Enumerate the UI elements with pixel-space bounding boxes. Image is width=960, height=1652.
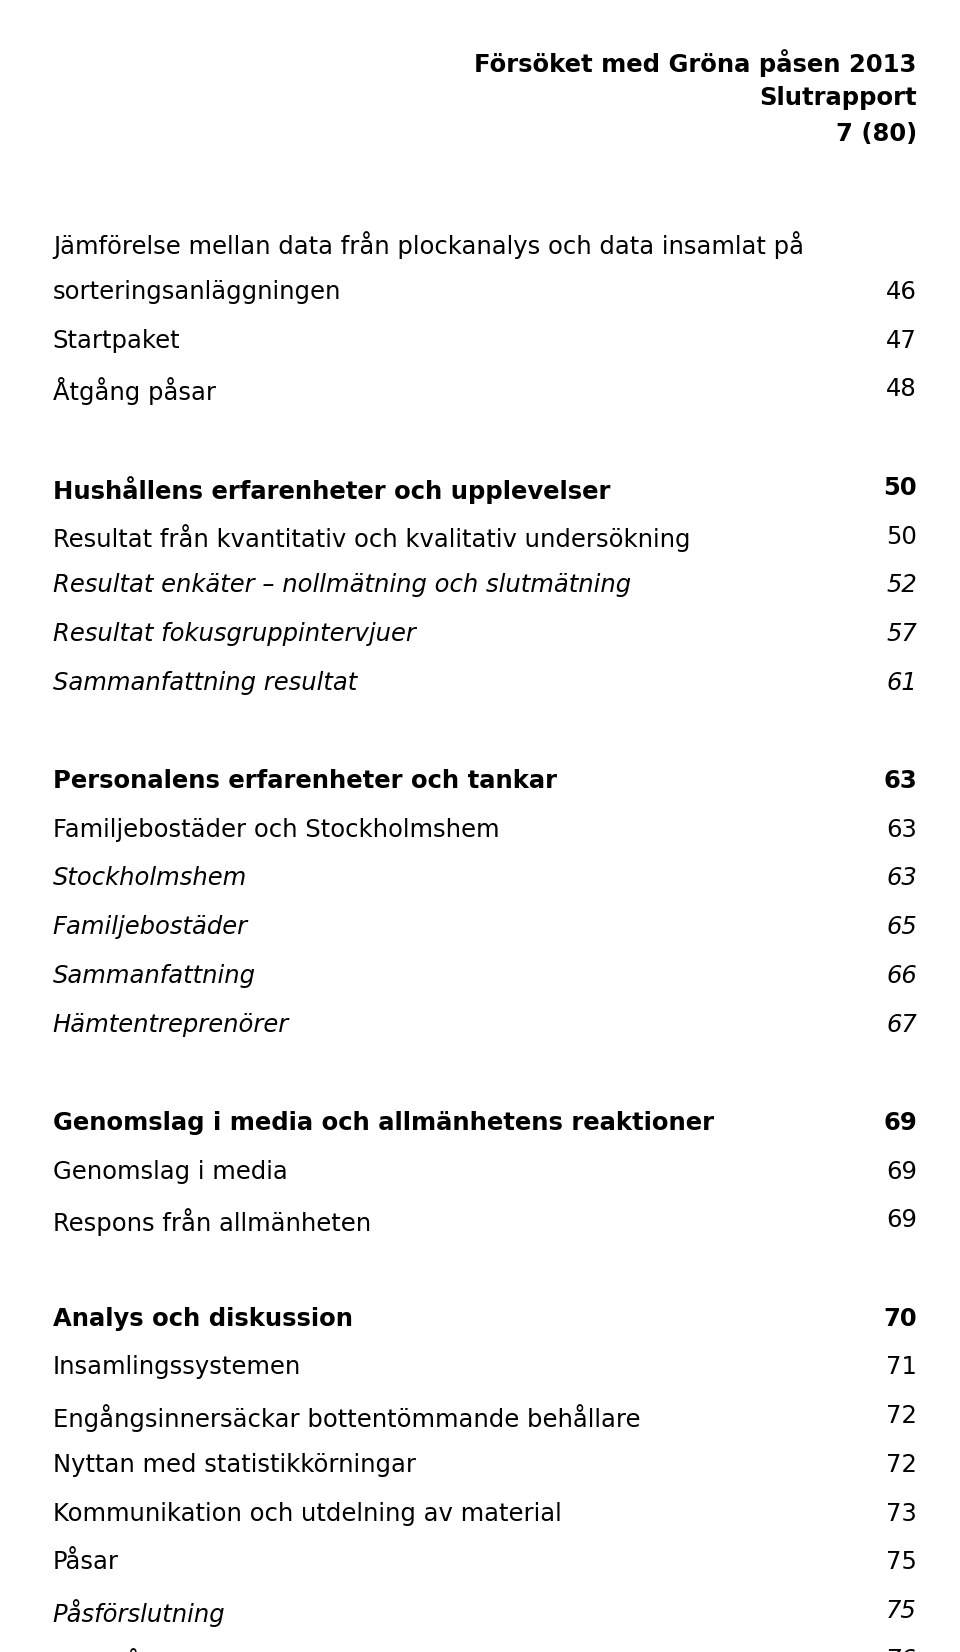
- Text: 63: 63: [886, 866, 917, 890]
- Text: 57: 57: [886, 621, 917, 646]
- Text: Kommunikation och utdelning av material: Kommunikation och utdelning av material: [53, 1502, 562, 1526]
- Text: 73: 73: [886, 1502, 917, 1526]
- Text: sorteringsanläggningen: sorteringsanläggningen: [53, 279, 341, 304]
- Text: 61: 61: [886, 671, 917, 695]
- Text: Jämförelse mellan data från plockanalys och data insamlat på: Jämförelse mellan data från plockanalys …: [53, 231, 804, 259]
- Text: 72: 72: [886, 1404, 917, 1429]
- Text: Försöket med Gröna påsen 2013: Försöket med Gröna påsen 2013: [474, 50, 917, 78]
- Text: Genomslag i media och allmänhetens reaktioner: Genomslag i media och allmänhetens reakt…: [53, 1110, 714, 1135]
- Text: 47: 47: [886, 329, 917, 354]
- Text: 76: 76: [886, 1647, 917, 1652]
- Text: Familjebostäder och Stockholmshem: Familjebostäder och Stockholmshem: [53, 818, 499, 843]
- Text: 63: 63: [883, 768, 917, 793]
- Text: 69: 69: [886, 1160, 917, 1184]
- Text: 72: 72: [886, 1452, 917, 1477]
- Text: Resultat enkäter – nollmätning och slutmätning: Resultat enkäter – nollmätning och slutm…: [53, 573, 631, 598]
- Text: Hämtentreprenörer: Hämtentreprenörer: [53, 1013, 289, 1037]
- Text: 69: 69: [883, 1110, 917, 1135]
- Text: Vita påsar: Vita påsar: [53, 1647, 176, 1652]
- Text: 50: 50: [883, 476, 917, 501]
- Text: Analys och diskussion: Analys och diskussion: [53, 1307, 353, 1332]
- Text: Personalens erfarenheter och tankar: Personalens erfarenheter och tankar: [53, 768, 557, 793]
- Text: 50: 50: [886, 524, 917, 548]
- Text: 65: 65: [886, 915, 917, 940]
- Text: 75: 75: [886, 1550, 917, 1574]
- Text: Nyttan med statistikkörningar: Nyttan med statistikkörningar: [53, 1452, 416, 1477]
- Text: Sammanfattning: Sammanfattning: [53, 963, 255, 988]
- Text: Resultat fokusgruppintervjuer: Resultat fokusgruppintervjuer: [53, 621, 416, 646]
- Text: Hushållens erfarenheter och upplevelser: Hushållens erfarenheter och upplevelser: [53, 476, 611, 504]
- Text: 7 (80): 7 (80): [835, 122, 917, 147]
- Text: 63: 63: [886, 818, 917, 843]
- Text: Resultat från kvantitativ och kvalitativ undersökning: Resultat från kvantitativ och kvalitativ…: [53, 524, 690, 552]
- Text: 69: 69: [886, 1208, 917, 1232]
- Text: Engångsinnersäckar bottentömmande behållare: Engångsinnersäckar bottentömmande behåll…: [53, 1404, 640, 1432]
- Text: Åtgång påsar: Åtgång påsar: [53, 377, 216, 405]
- Text: 70: 70: [883, 1307, 917, 1332]
- Text: 52: 52: [886, 573, 917, 598]
- Text: Sammanfattning resultat: Sammanfattning resultat: [53, 671, 357, 695]
- Text: Insamlingssystemen: Insamlingssystemen: [53, 1355, 301, 1379]
- Text: 48: 48: [886, 377, 917, 401]
- Text: Påsförslutning: Påsförslutning: [53, 1599, 226, 1627]
- Text: 66: 66: [886, 963, 917, 988]
- Text: Slutrapport: Slutrapport: [759, 86, 917, 111]
- Text: Påsar: Påsar: [53, 1550, 119, 1574]
- Text: Familjebostäder: Familjebostäder: [53, 915, 248, 940]
- Text: 67: 67: [886, 1013, 917, 1037]
- Text: Startpaket: Startpaket: [53, 329, 180, 354]
- Text: Genomslag i media: Genomslag i media: [53, 1160, 288, 1184]
- Text: Respons från allmänheten: Respons från allmänheten: [53, 1208, 371, 1236]
- Text: 46: 46: [886, 279, 917, 304]
- Text: 75: 75: [886, 1599, 917, 1624]
- Text: Stockholmshem: Stockholmshem: [53, 866, 247, 890]
- Text: 71: 71: [886, 1355, 917, 1379]
